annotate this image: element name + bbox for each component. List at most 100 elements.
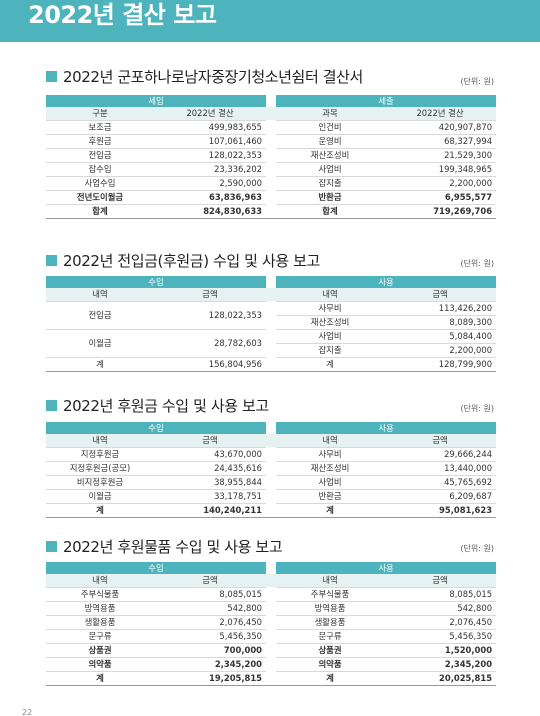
cell: 재산조성비 xyxy=(276,315,385,330)
cell: 20,025,815 xyxy=(384,671,497,686)
cell: 113,426,200 xyxy=(384,301,497,316)
cell: 지정후원금 xyxy=(46,447,154,462)
table-row: 의약품 2,345,200 의약품 2,345,200 xyxy=(46,657,497,672)
table-row: 전입금 128,022,353 사무비 113,426,200 xyxy=(46,301,497,330)
cell: 420,907,870 xyxy=(384,120,497,135)
cell: 2,076,450 xyxy=(384,615,497,630)
cell: 43,670,000 xyxy=(154,447,267,462)
table-row: 재산조성비 8,089,300 xyxy=(46,315,497,330)
section-title-settlement: 2022년 군포하나로남자중장기청소년쉼터 결산서 xyxy=(46,66,363,87)
group-income: 수입 xyxy=(46,422,267,434)
cell: 지정후원금(공모) xyxy=(46,461,154,476)
col-header: 금액 xyxy=(154,574,267,588)
cell: 13,440,000 xyxy=(384,461,497,476)
table-row: 잡지출 2,200,000 xyxy=(46,343,497,358)
cell: 주부식물품 xyxy=(276,587,385,602)
group-header-row: 수입 사용 xyxy=(46,562,497,574)
table-row: 상품권 700,000 상품권 1,520,000 xyxy=(46,643,497,658)
col-header: 내역 xyxy=(46,288,154,302)
cell: 반환금 xyxy=(276,190,385,205)
group-income: 수입 xyxy=(46,562,267,574)
cell: 사무비 xyxy=(276,447,385,462)
cell: 542,800 xyxy=(384,601,497,616)
column-header-row: 구분 2022년 결산 과목 2022년 결산 xyxy=(46,107,497,121)
cell: 8,085,015 xyxy=(384,587,497,602)
table-row: 방역용품 542,800 방역용품 542,800 xyxy=(46,601,497,616)
cell: 700,000 xyxy=(154,643,267,658)
cell: 후원금 xyxy=(46,134,154,149)
page-banner: 2022년 결산 보고 xyxy=(0,0,540,42)
cell: 사업수입 xyxy=(46,176,154,191)
table-row: 후원금 107,061,460 운영비 68,327,994 xyxy=(46,134,497,149)
cell: 8,085,015 xyxy=(154,587,267,602)
total-row: 계 156,804,956 계 128,799,900 xyxy=(46,357,497,372)
cell: 38,955,844 xyxy=(154,475,267,490)
cell: 합계 xyxy=(46,204,154,219)
cell: 생활용품 xyxy=(46,615,154,630)
section-title-text: 2022년 군포하나로남자중장기청소년쉼터 결산서 xyxy=(63,68,363,86)
transfer-table: 수입 사용 내역 금액 내역 금액 전입금 128,022,353 사무비 11… xyxy=(46,276,497,372)
cell: 2,345,200 xyxy=(154,657,267,672)
table-row: 잡수입 23,336,202 사업비 199,348,965 xyxy=(46,162,497,177)
group-expense: 사용 xyxy=(276,562,497,574)
settlement-table: 세입 세출 구분 2022년 결산 과목 2022년 결산 보조금 499,983… xyxy=(46,95,497,219)
col-header: 금액 xyxy=(384,574,497,588)
col-header: 내역 xyxy=(276,574,385,588)
table-row: 전입금 128,022,353 재산조성비 21,529,300 xyxy=(46,148,497,163)
goods-table: 수입 사용 내역 금액 내역 금액 주부식물품 8,085,015 주부식물품 8,0… xyxy=(46,562,497,686)
cell: 생활용품 xyxy=(276,615,385,630)
col-header: 내역 xyxy=(46,574,154,588)
cell: 계 xyxy=(46,671,154,686)
group-income: 세입 xyxy=(46,95,267,107)
cell: 23,336,202 xyxy=(154,162,267,177)
cell: 2,590,000 xyxy=(154,176,267,191)
cell: 문구류 xyxy=(276,629,385,644)
col-header: 금액 xyxy=(384,434,497,448)
table-row: 주부식물품 8,085,015 주부식물품 8,085,015 xyxy=(46,587,497,602)
cell: 전입금 xyxy=(46,301,154,330)
cell: 33,178,751 xyxy=(154,489,267,504)
cell: 24,435,616 xyxy=(154,461,267,476)
cell: 68,327,994 xyxy=(384,134,497,149)
col-header: 2022년 결산 xyxy=(154,107,267,121)
cell: 5,456,350 xyxy=(384,629,497,644)
bullet-square-icon xyxy=(46,541,57,552)
cell: 128,022,353 xyxy=(154,301,267,330)
cell: 비지정후원금 xyxy=(46,475,154,490)
table-row: 사업수입 2,590,000 잡지출 2,200,000 xyxy=(46,176,497,191)
col-header: 내역 xyxy=(46,434,154,448)
col-header: 금액 xyxy=(384,288,497,302)
total-row: 계 140,240,211 계 95,081,623 xyxy=(46,503,497,518)
page-title: 2022년 결산 보고 xyxy=(28,1,217,29)
cell: 95,081,623 xyxy=(384,503,497,518)
cell: 잡수입 xyxy=(46,162,154,177)
cell: 2,200,000 xyxy=(384,343,497,358)
cell: 824,830,633 xyxy=(154,204,267,219)
section-title-transfer: 2022년 전입금(후원금) 수입 및 사용 보고 xyxy=(46,250,320,271)
cell: 사무비 xyxy=(276,301,385,316)
cell: 합계 xyxy=(276,204,385,219)
table-row: 생활용품 2,076,450 생활용품 2,076,450 xyxy=(46,615,497,630)
table-row: 전년도이월금 63,836,963 반환금 6,955,577 xyxy=(46,190,497,205)
cell: 1,520,000 xyxy=(384,643,497,658)
total-row: 합계 824,830,633 합계 719,269,706 xyxy=(46,204,497,219)
cell: 45,765,692 xyxy=(384,475,497,490)
cell: 주부식물품 xyxy=(46,587,154,602)
cell: 156,804,956 xyxy=(154,357,267,372)
cell: 5,084,400 xyxy=(384,329,497,344)
cell: 8,089,300 xyxy=(384,315,497,330)
cell: 128,022,353 xyxy=(154,148,267,163)
group-income: 수입 xyxy=(46,276,267,288)
col-header: 내역 xyxy=(276,434,385,448)
table-row: 보조금 499,983,655 인건비 420,907,870 xyxy=(46,120,497,135)
section-title-text: 2022년 후원금 수입 및 사용 보고 xyxy=(63,397,269,415)
col-header: 2022년 결산 xyxy=(384,107,497,121)
cell: 사업비 xyxy=(276,162,385,177)
cell: 방역용품 xyxy=(276,601,385,616)
section-title-goods: 2022년 후원물품 수입 및 사용 보고 xyxy=(46,536,283,557)
unit-label: (단위: 원) xyxy=(460,544,494,553)
group-header-row: 세입 세출 xyxy=(46,95,497,107)
unit-label: (단위: 원) xyxy=(460,259,494,268)
cell: 계 xyxy=(46,503,154,518)
cell: 29,666,244 xyxy=(384,447,497,462)
